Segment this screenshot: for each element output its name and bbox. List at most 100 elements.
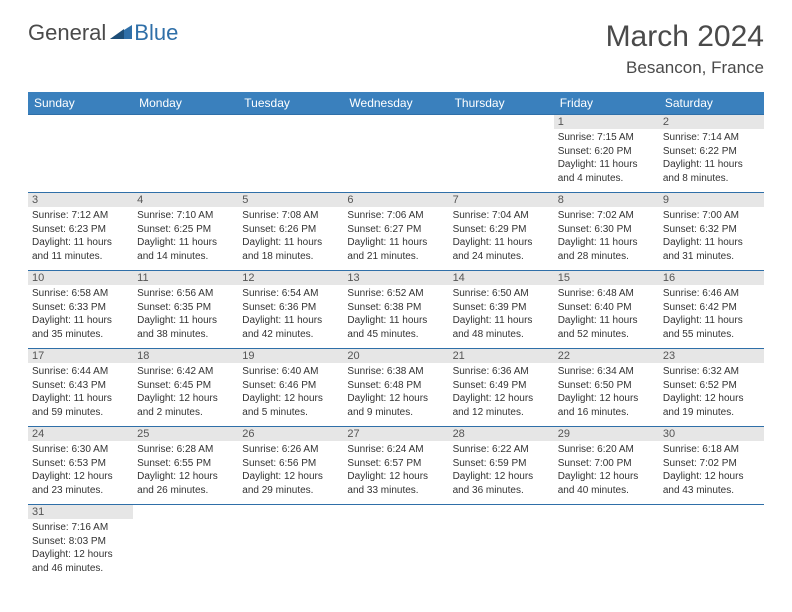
calendar-cell: 14Sunrise: 6:50 AMSunset: 6:39 PMDayligh…	[449, 271, 554, 349]
calendar-cell: 21Sunrise: 6:36 AMSunset: 6:49 PMDayligh…	[449, 349, 554, 427]
day-body: Sunrise: 7:15 AMSunset: 6:20 PMDaylight:…	[554, 129, 659, 187]
day-number: 29	[554, 427, 659, 441]
logo: General Blue	[28, 20, 178, 46]
calendar-cell: 4Sunrise: 7:10 AMSunset: 6:25 PMDaylight…	[133, 193, 238, 271]
day-number: 26	[238, 427, 343, 441]
day-body: Sunrise: 7:12 AMSunset: 6:23 PMDaylight:…	[28, 207, 133, 265]
calendar-cell: 13Sunrise: 6:52 AMSunset: 6:38 PMDayligh…	[343, 271, 448, 349]
day-number	[449, 115, 554, 129]
day-number	[28, 115, 133, 129]
day-number: 25	[133, 427, 238, 441]
calendar-cell: 5Sunrise: 7:08 AMSunset: 6:26 PMDaylight…	[238, 193, 343, 271]
title-block: March 2024 Besancon, France	[606, 20, 764, 78]
day-number	[133, 115, 238, 129]
calendar-week-row: 17Sunrise: 6:44 AMSunset: 6:43 PMDayligh…	[28, 349, 764, 427]
day-body: Sunrise: 7:10 AMSunset: 6:25 PMDaylight:…	[133, 207, 238, 265]
day-number: 20	[343, 349, 448, 363]
day-body: Sunrise: 7:04 AMSunset: 6:29 PMDaylight:…	[449, 207, 554, 265]
logo-text-general: General	[28, 20, 106, 46]
calendar-cell: 9Sunrise: 7:00 AMSunset: 6:32 PMDaylight…	[659, 193, 764, 271]
day-number: 11	[133, 271, 238, 285]
logo-text-blue: Blue	[134, 20, 178, 46]
calendar-cell: 18Sunrise: 6:42 AMSunset: 6:45 PMDayligh…	[133, 349, 238, 427]
calendar-cell: 20Sunrise: 6:38 AMSunset: 6:48 PMDayligh…	[343, 349, 448, 427]
day-number: 23	[659, 349, 764, 363]
day-header: Friday	[554, 92, 659, 115]
calendar-week-row: 10Sunrise: 6:58 AMSunset: 6:33 PMDayligh…	[28, 271, 764, 349]
calendar-cell: 31Sunrise: 7:16 AMSunset: 8:03 PMDayligh…	[28, 505, 133, 583]
day-number: 30	[659, 427, 764, 441]
day-body: Sunrise: 7:08 AMSunset: 6:26 PMDaylight:…	[238, 207, 343, 265]
day-body: Sunrise: 7:06 AMSunset: 6:27 PMDaylight:…	[343, 207, 448, 265]
day-number: 10	[28, 271, 133, 285]
day-body: Sunrise: 6:20 AMSunset: 7:00 PMDaylight:…	[554, 441, 659, 499]
calendar-cell: 1Sunrise: 7:15 AMSunset: 6:20 PMDaylight…	[554, 115, 659, 193]
day-body: Sunrise: 6:42 AMSunset: 6:45 PMDaylight:…	[133, 363, 238, 421]
day-number: 21	[449, 349, 554, 363]
day-number: 27	[343, 427, 448, 441]
day-number: 15	[554, 271, 659, 285]
day-body: Sunrise: 6:24 AMSunset: 6:57 PMDaylight:…	[343, 441, 448, 499]
day-body: Sunrise: 6:54 AMSunset: 6:36 PMDaylight:…	[238, 285, 343, 343]
day-number: 18	[133, 349, 238, 363]
day-number: 24	[28, 427, 133, 441]
day-number: 3	[28, 193, 133, 207]
day-number	[449, 505, 554, 519]
day-header: Wednesday	[343, 92, 448, 115]
day-header: Thursday	[449, 92, 554, 115]
calendar-cell: 22Sunrise: 6:34 AMSunset: 6:50 PMDayligh…	[554, 349, 659, 427]
day-header: Tuesday	[238, 92, 343, 115]
day-number: 2	[659, 115, 764, 129]
day-number	[659, 505, 764, 519]
day-number: 1	[554, 115, 659, 129]
calendar-cell: 24Sunrise: 6:30 AMSunset: 6:53 PMDayligh…	[28, 427, 133, 505]
calendar-cell: 7Sunrise: 7:04 AMSunset: 6:29 PMDaylight…	[449, 193, 554, 271]
day-number	[238, 505, 343, 519]
day-number	[238, 115, 343, 129]
day-body: Sunrise: 6:52 AMSunset: 6:38 PMDaylight:…	[343, 285, 448, 343]
calendar-cell: 23Sunrise: 6:32 AMSunset: 6:52 PMDayligh…	[659, 349, 764, 427]
calendar-cell	[238, 505, 343, 583]
day-body: Sunrise: 6:18 AMSunset: 7:02 PMDaylight:…	[659, 441, 764, 499]
calendar-cell	[659, 505, 764, 583]
day-body: Sunrise: 6:50 AMSunset: 6:39 PMDaylight:…	[449, 285, 554, 343]
day-number: 9	[659, 193, 764, 207]
day-number: 6	[343, 193, 448, 207]
day-number: 7	[449, 193, 554, 207]
day-number	[554, 505, 659, 519]
calendar-cell	[133, 115, 238, 193]
calendar-cell: 3Sunrise: 7:12 AMSunset: 6:23 PMDaylight…	[28, 193, 133, 271]
location: Besancon, France	[606, 58, 764, 78]
day-number: 19	[238, 349, 343, 363]
calendar-cell	[554, 505, 659, 583]
day-body: Sunrise: 6:44 AMSunset: 6:43 PMDaylight:…	[28, 363, 133, 421]
day-number: 22	[554, 349, 659, 363]
day-body: Sunrise: 6:48 AMSunset: 6:40 PMDaylight:…	[554, 285, 659, 343]
day-number: 17	[28, 349, 133, 363]
calendar-week-row: 24Sunrise: 6:30 AMSunset: 6:53 PMDayligh…	[28, 427, 764, 505]
month-title: March 2024	[606, 20, 764, 54]
day-body: Sunrise: 7:14 AMSunset: 6:22 PMDaylight:…	[659, 129, 764, 187]
calendar-cell: 8Sunrise: 7:02 AMSunset: 6:30 PMDaylight…	[554, 193, 659, 271]
day-number: 16	[659, 271, 764, 285]
calendar-cell: 16Sunrise: 6:46 AMSunset: 6:42 PMDayligh…	[659, 271, 764, 349]
logo-triangle-icon	[110, 23, 132, 44]
day-body: Sunrise: 6:32 AMSunset: 6:52 PMDaylight:…	[659, 363, 764, 421]
calendar-week-row: 3Sunrise: 7:12 AMSunset: 6:23 PMDaylight…	[28, 193, 764, 271]
day-number: 8	[554, 193, 659, 207]
calendar-cell	[28, 115, 133, 193]
calendar-week-row: 31Sunrise: 7:16 AMSunset: 8:03 PMDayligh…	[28, 505, 764, 583]
calendar-cell: 28Sunrise: 6:22 AMSunset: 6:59 PMDayligh…	[449, 427, 554, 505]
day-number: 13	[343, 271, 448, 285]
day-body: Sunrise: 6:34 AMSunset: 6:50 PMDaylight:…	[554, 363, 659, 421]
day-header: Monday	[133, 92, 238, 115]
calendar-cell	[449, 115, 554, 193]
calendar-cell: 19Sunrise: 6:40 AMSunset: 6:46 PMDayligh…	[238, 349, 343, 427]
day-body: Sunrise: 6:56 AMSunset: 6:35 PMDaylight:…	[133, 285, 238, 343]
day-number: 5	[238, 193, 343, 207]
calendar-cell: 26Sunrise: 6:26 AMSunset: 6:56 PMDayligh…	[238, 427, 343, 505]
day-number: 4	[133, 193, 238, 207]
day-body: Sunrise: 6:36 AMSunset: 6:49 PMDaylight:…	[449, 363, 554, 421]
calendar-cell: 15Sunrise: 6:48 AMSunset: 6:40 PMDayligh…	[554, 271, 659, 349]
day-body: Sunrise: 7:16 AMSunset: 8:03 PMDaylight:…	[28, 519, 133, 577]
